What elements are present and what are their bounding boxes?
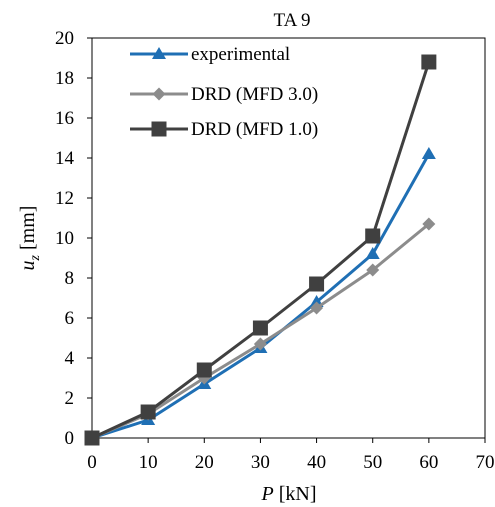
data-point (365, 247, 380, 259)
data-point (421, 147, 436, 159)
y-tick-label: 12 (55, 188, 74, 209)
legend-label: DRD (MFD 3.0) (191, 84, 318, 105)
data-point (421, 54, 437, 70)
y-tick-label: 18 (55, 68, 74, 89)
x-tick-label: 70 (476, 452, 495, 473)
x-tick-label: 10 (139, 452, 158, 473)
x-tick-label: 20 (195, 452, 214, 473)
y-axis-title: uz [mm] (17, 206, 43, 271)
data-point (84, 430, 100, 446)
y-tick-label: 14 (55, 148, 75, 169)
legend-entry: experimental (130, 44, 290, 65)
y-tick-label: 0 (65, 428, 75, 449)
legend-marker (152, 87, 166, 101)
x-tick-label: 50 (363, 452, 382, 473)
y-axis-subscript: z (28, 254, 43, 261)
x-tick-label: 60 (419, 452, 438, 473)
legend-entry: DRD (MFD 3.0) (130, 84, 318, 105)
y-axis-variable: u (17, 260, 39, 270)
legend: experimental DRD (MFD 3.0) DRD (MFD 1.0) (130, 44, 318, 140)
y-axis-ticks: 0 2 4 6 8 10 12 14 16 18 20 (55, 28, 92, 449)
data-point (252, 320, 268, 336)
legend-marker (151, 121, 167, 137)
chart-title: TA 9 (273, 10, 310, 31)
legend-label: experimental (191, 44, 290, 65)
series-2 (84, 54, 437, 446)
x-axis-unit: [kN] (274, 483, 317, 505)
data-point (366, 263, 380, 277)
legend-marker (152, 47, 166, 59)
data-point (310, 301, 324, 315)
data-point (196, 362, 212, 378)
y-tick-label: 10 (55, 228, 74, 249)
x-axis-variable: P (261, 483, 274, 505)
series-layer (84, 54, 437, 446)
x-tick-label: 30 (251, 452, 270, 473)
series-line (91, 153, 431, 440)
legend-entry: DRD (MFD 1.0) (130, 119, 318, 140)
y-tick-label: 2 (65, 388, 75, 409)
x-tick-label: 0 (87, 452, 97, 473)
data-point (253, 337, 267, 351)
y-axis-unit: [mm] (17, 206, 39, 255)
y-tick-label: 20 (55, 28, 74, 49)
series-0 (85, 147, 436, 443)
x-tick-label: 40 (307, 452, 326, 473)
data-point (140, 404, 156, 420)
data-point (309, 276, 325, 292)
x-axis-title: P [kN] (261, 483, 317, 505)
y-tick-label: 4 (65, 348, 75, 369)
y-tick-label: 16 (55, 108, 74, 129)
data-point (365, 228, 381, 244)
data-point (422, 217, 436, 231)
y-tick-label: 6 (65, 308, 75, 329)
y-tick-label: 8 (65, 268, 75, 289)
x-axis-ticks: 0 10 20 30 40 50 60 70 (87, 438, 495, 473)
legend-label: DRD (MFD 1.0) (191, 119, 318, 140)
